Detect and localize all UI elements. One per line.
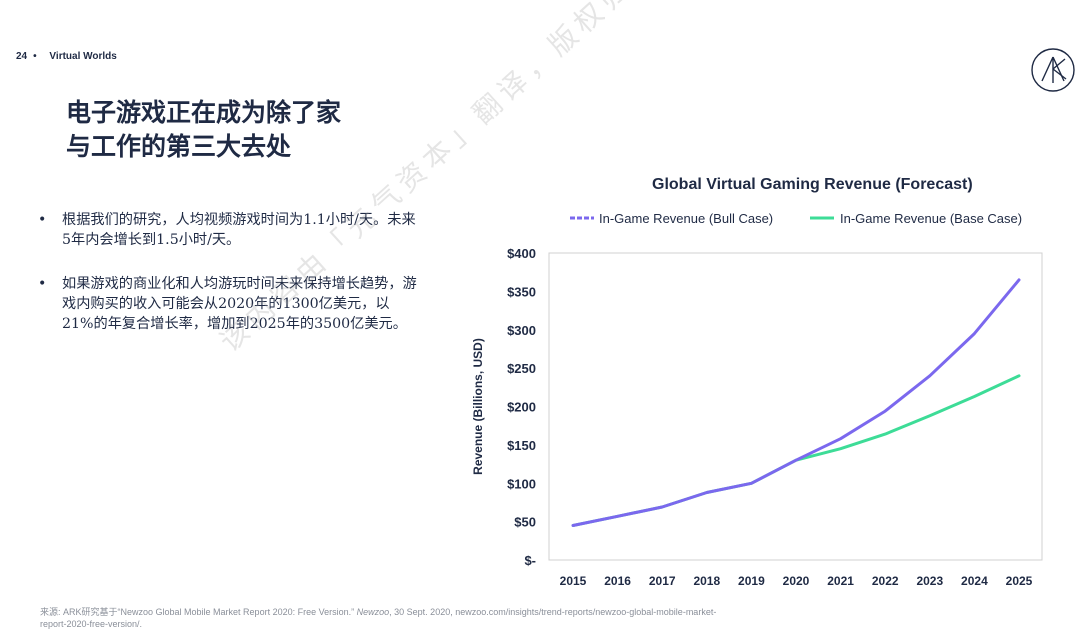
- bullet-text: 根据我们的研究，人均视频游戏时间为1.1小时/天。未来5年内会增长到1.5小时/…: [62, 212, 416, 248]
- footnote-suffix: , 30 Sept. 2020, newzoo.com/insights/tre…: [40, 607, 717, 629]
- x-tick-label: 2024: [961, 574, 988, 588]
- revenue-line-chart: $- $50 $100 $150 $200 $250 $300 $350 $400 2015 201…: [471, 211, 1043, 588]
- y-tick-label: $400: [507, 246, 536, 261]
- x-tick-label: 2016: [604, 574, 631, 588]
- series-line-base-case: [571, 374, 1021, 527]
- bullet-list: • 根据我们的研究，人均视频游戏时间为1.1小时/天。未来5年内会增长到1.5小…: [38, 210, 418, 358]
- bullet-item: • 根据我们的研究，人均视频游戏时间为1.1小时/天。未来5年内会增长到1.5小…: [38, 210, 418, 250]
- y-tick-label: $200: [507, 400, 536, 415]
- x-tick-label: 2015: [560, 574, 587, 588]
- chart-title: Global Virtual Gaming Revenue (Forecast): [652, 176, 973, 193]
- ark-logo-icon: [1031, 48, 1075, 92]
- y-tick-label: $100: [507, 476, 536, 491]
- x-tick-label: 2021: [827, 574, 854, 588]
- x-tick-label: 2025: [1006, 574, 1033, 588]
- footnote-prefix: 来源: ARK研究基于“Newzoo Global Mobile Market …: [40, 607, 355, 617]
- section-title: Virtual Worlds: [49, 51, 117, 62]
- page-header: 24 • Virtual Worlds: [16, 51, 117, 62]
- x-tick-label: 2019: [738, 574, 765, 588]
- x-tick-label: 2017: [649, 574, 676, 588]
- x-tick-label: 2023: [916, 574, 943, 588]
- header-bullet: •: [33, 51, 37, 62]
- y-tick-label: $350: [507, 284, 536, 299]
- legend-label: In-Game Revenue (Bull Case): [599, 211, 773, 226]
- bullet-marker: •: [38, 212, 47, 228]
- bullet-marker: •: [38, 276, 47, 292]
- x-tick-label: 2022: [872, 574, 899, 588]
- source-footnote: 来源: ARK研究基于“Newzoo Global Mobile Market …: [40, 606, 740, 630]
- y-tick-label: $150: [507, 438, 536, 453]
- bullet-text: 如果游戏的商业化和人均游玩时间未来保持增长趋势，游戏内购买的收入可能会从2020…: [62, 276, 417, 332]
- y-tick-label: $300: [507, 323, 536, 338]
- page-title: 电子游戏正在成为除了家 与工作的第三大去处: [66, 96, 341, 164]
- title-line-1: 电子游戏正在成为除了家: [66, 98, 342, 127]
- x-tick-label: 2018: [693, 574, 720, 588]
- y-tick-label: $50: [514, 515, 536, 530]
- y-tick-label: $-: [524, 553, 536, 568]
- plot-frame: [548, 252, 1043, 561]
- series-line-bull-case: [571, 278, 1021, 527]
- legend-label: In-Game Revenue (Base Case): [840, 211, 1022, 226]
- bullet-item: • 如果游戏的商业化和人均游玩时间未来保持增长趋势，游戏内购买的收入可能会从20…: [38, 274, 418, 334]
- footnote-source-name: Newzoo: [356, 607, 390, 617]
- x-tick-label: 2020: [783, 574, 810, 588]
- y-axis-label: Revenue (Billions, USD): [471, 338, 485, 475]
- title-line-2: 与工作的第三大去处: [66, 132, 292, 161]
- y-tick-label: $250: [507, 361, 536, 376]
- page-number: 24: [16, 51, 28, 62]
